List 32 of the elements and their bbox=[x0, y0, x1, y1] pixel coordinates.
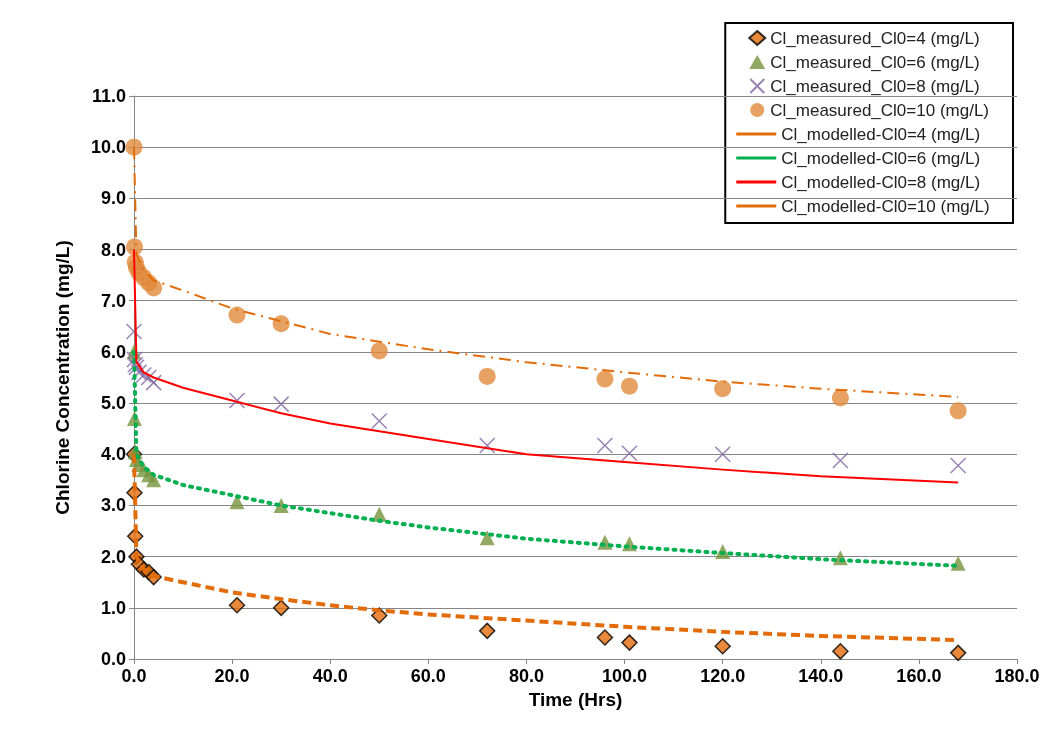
x-tick-label: 100.0 bbox=[602, 666, 648, 686]
y-tick-label: 0.0 bbox=[100, 649, 126, 669]
y-tick-label: 4.0 bbox=[100, 444, 126, 465]
legend-label: Cl_measured_Cl0=6 (mg/L) bbox=[770, 52, 980, 72]
legend-label: Cl_measured_Cl0=10 (mg/L) bbox=[770, 100, 990, 120]
x-tick-label: 160.0 bbox=[896, 666, 942, 686]
x-tick-label: 60.0 bbox=[410, 666, 446, 686]
legend-label: Cl_modelled-Cl0=10 (mg/L) bbox=[781, 196, 990, 216]
y-tick-label: 5.0 bbox=[100, 393, 126, 414]
y-tick-label: 6.0 bbox=[100, 341, 126, 362]
x-tick-label: 140.0 bbox=[798, 666, 844, 686]
y-tick-label: 2.0 bbox=[100, 546, 126, 567]
y-tick-label: 3.0 bbox=[100, 495, 126, 516]
x-tick-label: 20.0 bbox=[214, 666, 250, 686]
legend-label: Cl_modelled-Cl0=8 (mg/L) bbox=[781, 172, 981, 192]
legend-label: Cl_measured_Cl0=8 (mg/L) bbox=[770, 76, 980, 96]
y-tick-label: 11.0 bbox=[91, 86, 126, 106]
legend-label: Cl_modelled-Cl0=4 (mg/L) bbox=[781, 124, 981, 144]
x-axis-title: Time (Hrs) bbox=[528, 688, 623, 710]
y-tick-label: 9.0 bbox=[100, 188, 126, 209]
legend-label: Cl_modelled-Cl0=6 (mg/L) bbox=[781, 148, 981, 168]
x-tick-label: 180.0 bbox=[994, 666, 1040, 686]
y-tick-label: 10.0 bbox=[90, 137, 126, 158]
y-tick-label: 8.0 bbox=[100, 239, 126, 260]
x-tick-label: 40.0 bbox=[312, 666, 348, 686]
x-tick-label: 0.0 bbox=[121, 666, 147, 686]
x-tick-label: 120.0 bbox=[700, 666, 746, 686]
legend-label: Cl_measured_Cl0=4 (mg/L) bbox=[770, 28, 980, 48]
x-tick-label: 80.0 bbox=[508, 666, 544, 686]
y-tick-label: 7.0 bbox=[100, 290, 126, 311]
y-axis-title: Chlorine Concentration (mg/L) bbox=[52, 240, 73, 515]
y-tick-label: 1.0 bbox=[100, 597, 126, 618]
